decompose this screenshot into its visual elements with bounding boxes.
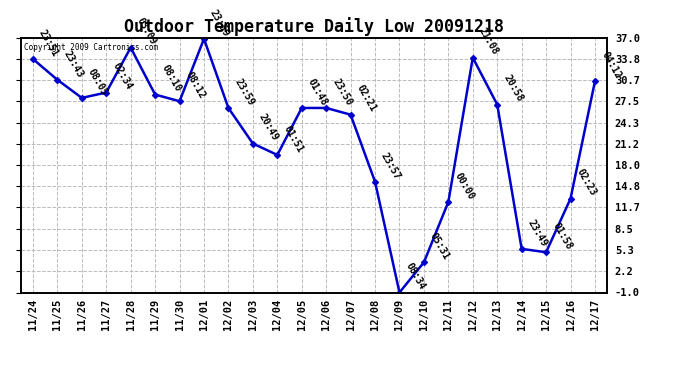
Text: 01:48: 01:48: [306, 77, 329, 107]
Text: 02:21: 02:21: [355, 84, 378, 114]
Text: 03:09: 03:09: [135, 16, 158, 47]
Text: 23:43: 23:43: [61, 48, 85, 79]
Text: 08:34: 08:34: [404, 261, 427, 292]
Text: 23:59: 23:59: [233, 77, 256, 107]
Text: 04:12: 04:12: [599, 50, 622, 80]
Text: 23:51: 23:51: [37, 28, 61, 58]
Text: 00:00: 00:00: [453, 171, 476, 201]
Text: 08:10: 08:10: [159, 63, 183, 94]
Text: 23:59: 23:59: [208, 8, 232, 38]
Text: 01:51: 01:51: [282, 124, 305, 154]
Text: Copyright 2009 Cartronics.com: Copyright 2009 Cartronics.com: [23, 43, 158, 52]
Text: 08:12: 08:12: [184, 70, 207, 100]
Text: 20:58: 20:58: [502, 74, 525, 104]
Text: 23:49: 23:49: [526, 217, 549, 248]
Text: 20:49: 20:49: [257, 112, 280, 143]
Text: 01:58: 01:58: [550, 221, 573, 252]
Text: 23:57: 23:57: [380, 150, 402, 181]
Text: 23:50: 23:50: [331, 77, 354, 107]
Text: 08:05: 08:05: [86, 67, 109, 97]
Text: 02:23: 02:23: [575, 167, 598, 198]
Title: Outdoor Temperature Daily Low 20091218: Outdoor Temperature Daily Low 20091218: [124, 17, 504, 36]
Text: 21:08: 21:08: [477, 26, 500, 57]
Text: 05:31: 05:31: [428, 231, 451, 261]
Text: 02:34: 02:34: [110, 61, 134, 92]
